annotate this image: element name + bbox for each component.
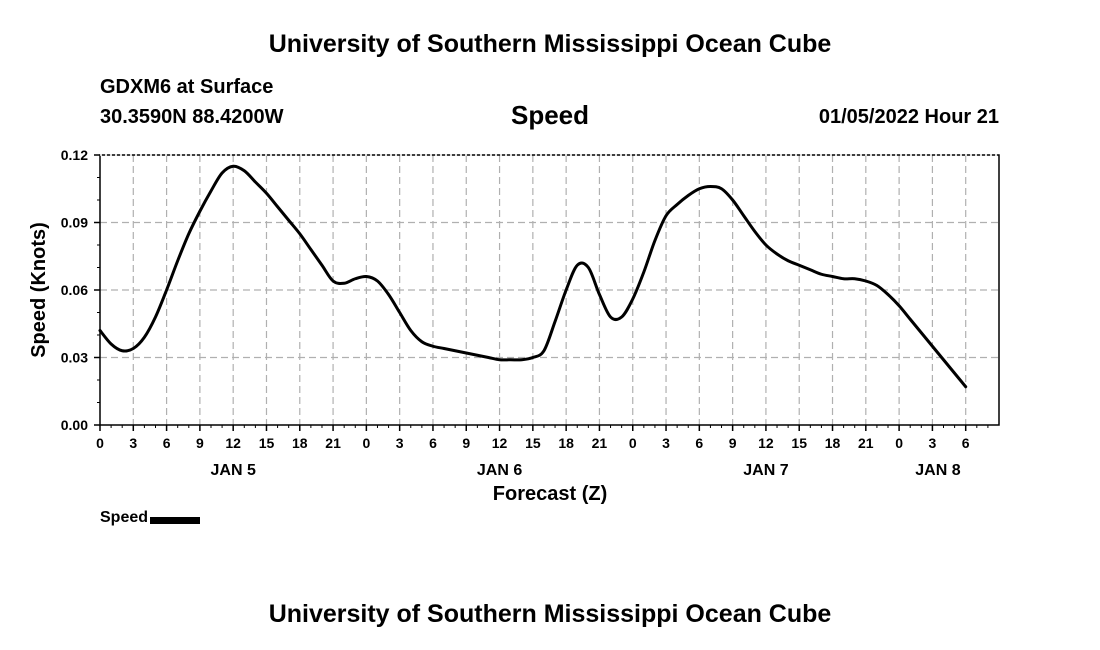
legend-label: Speed [100,509,149,526]
x-tick-label: 6 [429,435,437,451]
day-label: JAN 7 [743,462,788,479]
station-name: GDXM6 at Surface [100,76,274,98]
x-tick-label: 21 [858,435,874,451]
y-tick-label: 0.09 [61,215,88,231]
station-coordinates: 30.3590N 88.4200W [100,106,284,128]
y-tick-label: 0.03 [61,350,88,366]
x-tick-label: 18 [825,435,841,451]
x-tick-label: 3 [396,435,404,451]
x-tick-label: 6 [962,435,970,451]
chart-title-bottom: University of Southern Mississippi Ocean… [268,600,832,628]
x-tick-label: 0 [629,435,637,451]
x-tick-label: 21 [325,435,341,451]
day-label: JAN 6 [477,462,522,479]
x-tick-label: 3 [929,435,937,451]
x-tick-label: 15 [791,435,807,451]
x-tick-label: 3 [662,435,670,451]
axis-layer: 0 3 6 9 12 15 18 21 0 3 6 9 12 15 18 21 0 3 6 9 12 15 18 21 0 3 6 0… [61,147,999,479]
x-tick-label: 0 [362,435,370,451]
x-tick-label: 12 [758,435,774,451]
y-tick-label: 0.06 [61,282,88,298]
chart-title-top: University of Southern Mississippi Ocean… [268,30,832,58]
x-tick-label: 3 [129,435,137,451]
legend-line-swatch [150,516,201,524]
grid-layer [100,155,999,425]
x-tick-label: 12 [492,435,508,451]
x-tick-label: 15 [525,435,541,451]
x-tick-label: 9 [729,435,737,451]
day-label: JAN 5 [211,462,256,479]
y-tick-label: 0.12 [61,147,88,163]
x-tick-label: 9 [196,435,204,451]
legend: Speed [100,509,201,527]
forecast-datetime: 01/05/2022 Hour 21 [818,106,999,128]
x-tick-label: 0 [895,435,903,451]
x-tick-label: 0 [96,435,104,451]
x-tick-label: 18 [292,435,308,451]
x-tick-label: 21 [592,435,608,451]
x-tick-label: 9 [462,435,470,451]
x-tick-label: 6 [695,435,703,451]
x-tick-label: 15 [259,435,275,451]
x-tick-label: 6 [163,435,171,451]
x-tick-label: 12 [225,435,241,451]
day-label: JAN 8 [915,462,960,479]
y-tick-label: 0.00 [61,417,88,433]
x-axis-label: Forecast (Z) [493,483,607,505]
speed-series-line [98,164,968,389]
y-axis-label: Speed (Knots) [28,222,50,358]
chart-subtitle: Speed [510,100,590,130]
x-tick-label: 18 [558,435,574,451]
